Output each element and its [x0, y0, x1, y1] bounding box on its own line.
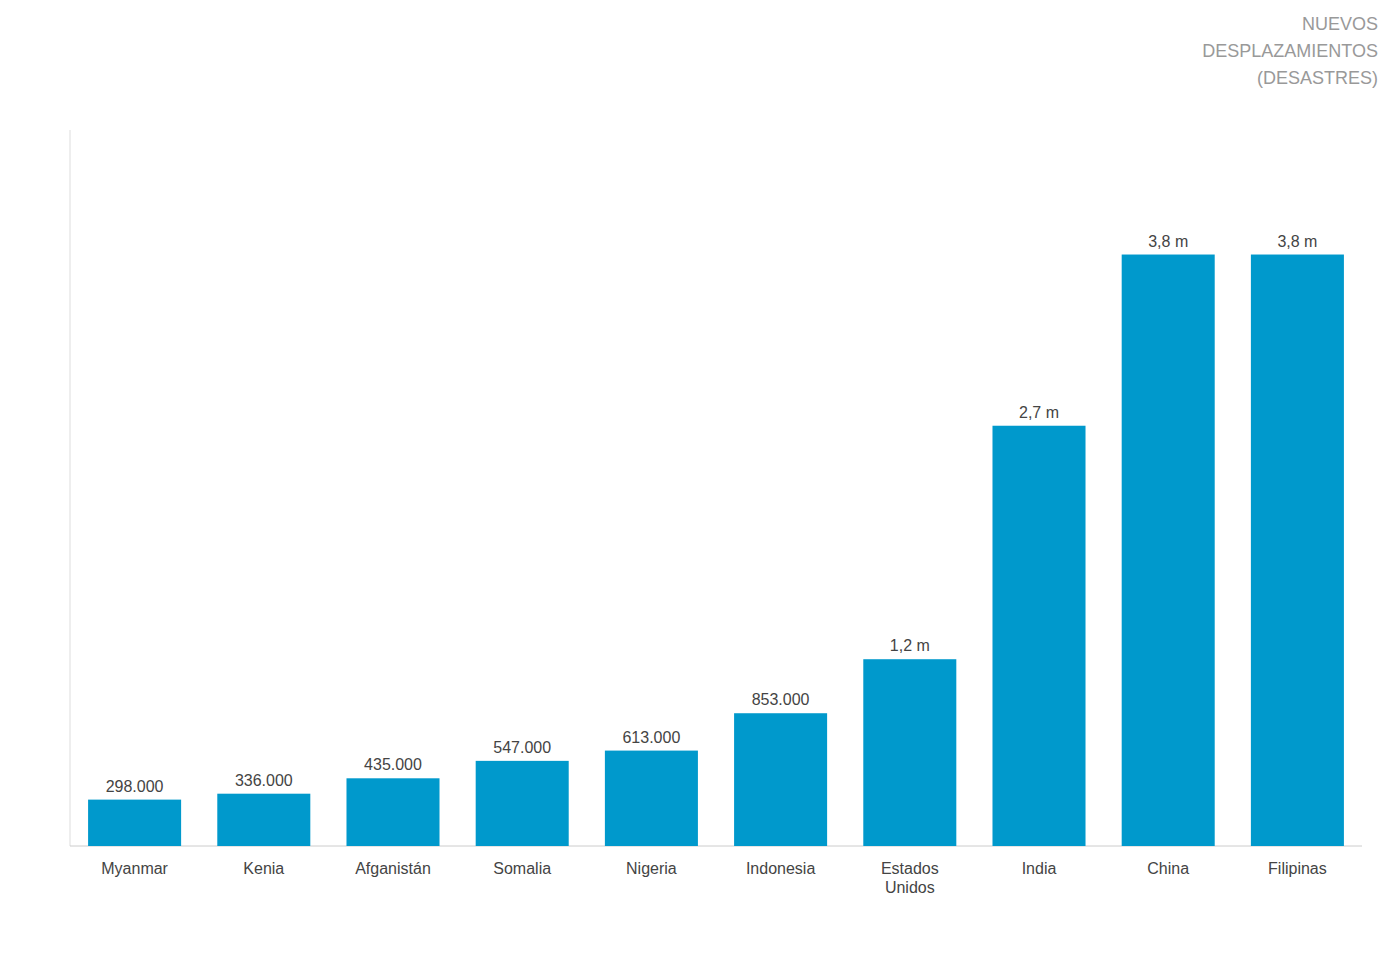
x-tick-label: Indonesia — [746, 860, 815, 877]
x-ticks: Myanmar Kenia Afganistán Somalia Nigeria Indo… — [101, 860, 1326, 896]
chart-container: 298.000 336.000 435.000 547.000 613.000 853.0… — [0, 0, 1392, 961]
x-tick-label: EstadosUnidos — [881, 860, 939, 896]
data-label: 3,8 m — [1277, 233, 1317, 250]
bar — [734, 713, 827, 846]
x-tick-label: Myanmar — [101, 860, 168, 877]
data-label: 298.000 — [106, 778, 164, 795]
data-label: 853.000 — [752, 691, 810, 708]
bar — [992, 426, 1085, 846]
data-label: 613.000 — [622, 729, 680, 746]
chart-svg: 298.000 336.000 435.000 547.000 613.000 853.0… — [0, 0, 1392, 961]
data-label: 547.000 — [493, 739, 551, 756]
bar — [88, 800, 181, 846]
data-label: 336.000 — [235, 772, 293, 789]
x-tick-label: Filipinas — [1268, 860, 1327, 877]
x-tick-label: Afganistán — [355, 860, 431, 877]
bar — [605, 751, 698, 846]
title: NUEVOSDESPLAZAMIENTOS(DESASTRES) — [1202, 14, 1378, 88]
x-tick-label: Nigeria — [626, 860, 677, 877]
bar — [346, 778, 439, 846]
x-tick-label: Somalia — [493, 860, 551, 877]
data-label: 1,2 m — [890, 637, 930, 654]
bar — [863, 659, 956, 846]
bar — [217, 794, 310, 846]
x-tick-label: China — [1147, 860, 1189, 877]
x-tick-label: India — [1022, 860, 1057, 877]
y-axis-line — [70, 130, 71, 846]
bar — [1251, 255, 1344, 846]
data-label: 435.000 — [364, 756, 422, 773]
x-tick-label: Kenia — [243, 860, 284, 877]
data-label: 2,7 m — [1019, 404, 1059, 421]
bar — [476, 761, 569, 846]
bar — [1122, 255, 1215, 846]
data-label: 3,8 m — [1148, 233, 1188, 250]
data-labels: 298.000 336.000 435.000 547.000 613.000 853.0… — [106, 233, 1318, 795]
bars — [88, 255, 1344, 846]
